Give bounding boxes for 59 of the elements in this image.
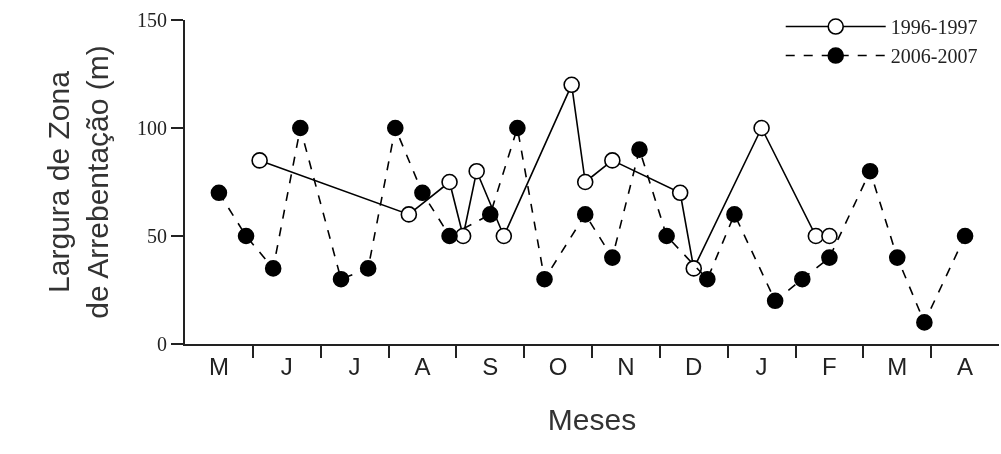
x-tick-label: A (414, 352, 431, 380)
point (386, 119, 404, 137)
x-tick-label: F (822, 352, 837, 380)
legend-label: 2006-2007 (890, 45, 978, 68)
point (481, 206, 499, 223)
x-tick-label: M (887, 352, 908, 380)
x-tick-label: M (208, 352, 229, 380)
point (454, 227, 472, 245)
point (766, 292, 784, 310)
y-tick-label: 0 (157, 333, 167, 355)
point (604, 152, 621, 169)
point (441, 227, 458, 245)
point (563, 76, 580, 94)
x-tick-label: O (548, 352, 568, 380)
x-tick-label: J (280, 352, 293, 380)
y-tick-label: 50 (147, 225, 167, 247)
y-tick-label: 150 (137, 9, 167, 31)
point (699, 270, 716, 288)
point (793, 270, 811, 288)
point (536, 270, 553, 288)
point (576, 173, 594, 191)
point (359, 260, 377, 277)
x-tick-label: N (617, 352, 635, 380)
point (916, 314, 933, 331)
point (264, 260, 282, 277)
point (807, 227, 825, 245)
point (956, 227, 974, 245)
point (685, 260, 703, 277)
x-axis-title: Meses (547, 402, 637, 436)
point (821, 249, 838, 266)
point (468, 162, 485, 180)
point (400, 206, 418, 223)
y-tick-label: 100 (137, 117, 167, 139)
point (753, 119, 770, 137)
point (631, 141, 648, 158)
x-tick-label: S (482, 352, 499, 380)
x-tick-label: J (348, 352, 361, 380)
point (210, 184, 228, 202)
x-tick-label: D (685, 352, 703, 380)
point (292, 119, 309, 137)
point (604, 249, 621, 266)
point (726, 206, 743, 223)
point (509, 119, 526, 137)
point (441, 173, 458, 191)
y-axis-title: Largura de Zona de Arrebentação (m) (41, 45, 114, 319)
point (658, 227, 675, 245)
legend-label: 1996-1997 (890, 16, 978, 39)
point (332, 270, 350, 288)
point (861, 162, 879, 180)
point (251, 152, 268, 169)
x-tick-label: J (755, 352, 768, 380)
point (237, 227, 255, 245)
point (576, 206, 594, 223)
point (821, 227, 838, 245)
point (888, 249, 906, 266)
point (495, 227, 513, 245)
x-tick-label: A (957, 352, 974, 380)
point (671, 184, 689, 202)
point (414, 184, 431, 202)
